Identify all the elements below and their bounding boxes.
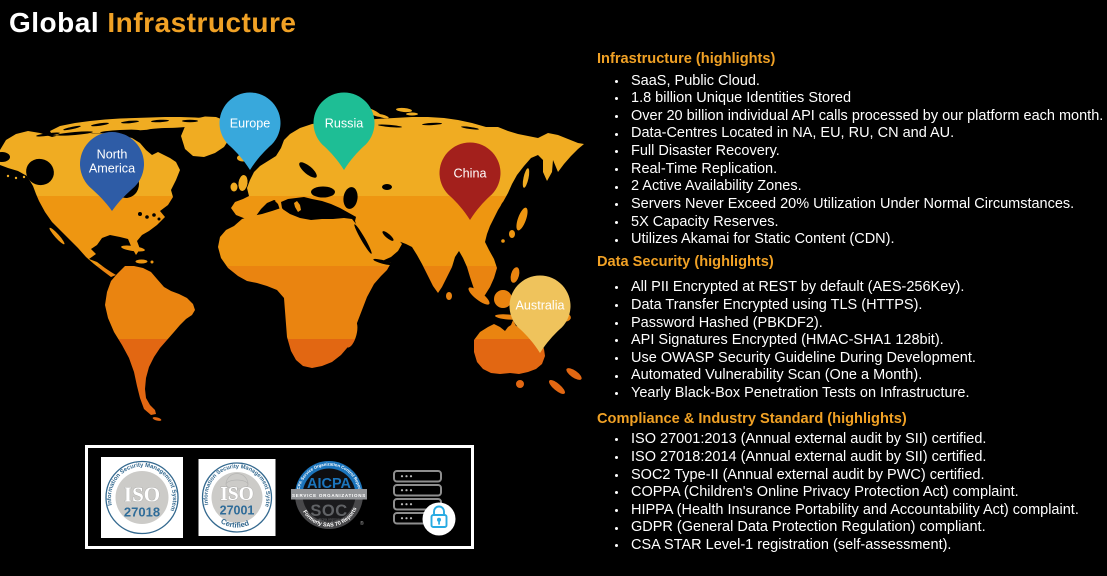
svg-text:Europe: Europe	[230, 117, 271, 131]
svg-text:®: ®	[360, 520, 364, 527]
svg-text:Australia: Australia	[516, 299, 565, 313]
svg-text:North: North	[97, 148, 128, 162]
svg-text:SOC: SOC	[310, 502, 347, 520]
svg-text:Russia: Russia	[325, 117, 364, 131]
svg-text:AICPA: AICPA	[307, 476, 352, 492]
svg-text:27001: 27001	[220, 504, 255, 518]
svg-text:China: China	[454, 167, 487, 181]
svg-text:ISO: ISO	[124, 483, 160, 507]
svg-text:SERVICE ORGANIZATIONS: SERVICE ORGANIZATIONS	[292, 493, 366, 498]
svg-text:America: America	[89, 162, 135, 176]
svg-text:ISO: ISO	[220, 484, 254, 505]
svg-text:27018: 27018	[124, 505, 160, 520]
svg-text:aicpa.org/soc: aicpa.org/soc	[318, 518, 340, 522]
